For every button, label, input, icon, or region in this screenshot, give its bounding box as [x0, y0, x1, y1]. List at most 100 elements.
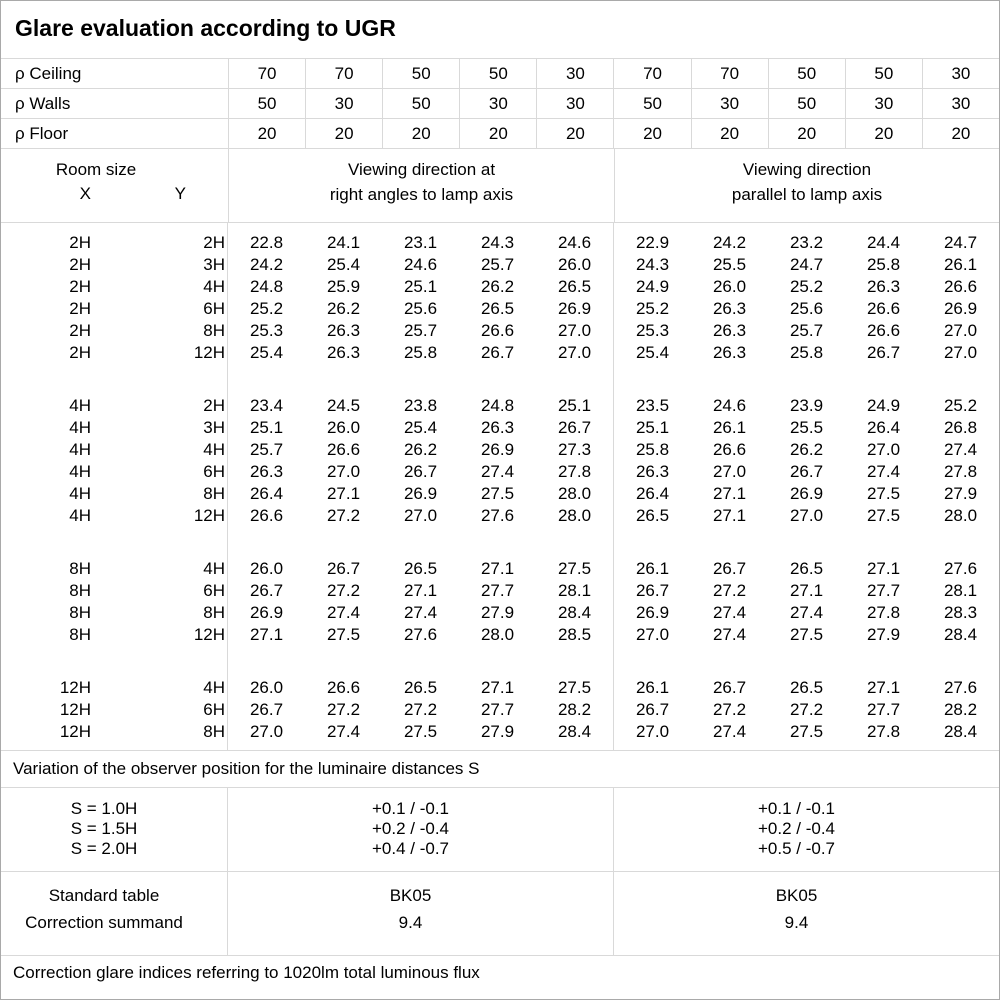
ugr-value-row: 24.3 25.5 24.7 25.8 26.1 — [614, 254, 999, 276]
right-angles-header-line1: Viewing direction at — [347, 160, 496, 179]
spacing-parallel-cell: +0.1 / -0.1 +0.2 / -0.4 +0.5 / -0.7 — [614, 788, 999, 871]
room-y-value: 4H — [203, 678, 225, 697]
ugr-value-row: 25.8 26.6 26.2 27.0 27.4 — [614, 439, 999, 461]
spacing-parallel-value: +0.2 / -0.4 — [757, 819, 836, 838]
ugr-value: 26.9 — [403, 484, 438, 503]
ugr-value: 25.2 — [789, 277, 824, 296]
ugr-value: 27.2 — [326, 506, 361, 525]
room-size-row: 4H 3H — [1, 417, 227, 439]
standard-labels-cell: Standard table Correction summand — [1, 872, 228, 955]
ugr-value: 25.8 — [789, 343, 824, 362]
ugr-value: 24.7 — [943, 233, 978, 252]
reflectance-value: 50 — [459, 59, 536, 88]
room-size-block: 12H 4H 12H 6H 12H 8H — [1, 677, 227, 743]
spacing-label: S = 1.0H — [70, 799, 138, 818]
ugr-value: 27.2 — [326, 581, 361, 600]
ugr-value-row: 26.9 27.4 27.4 27.8 28.3 — [614, 602, 999, 624]
room-x-value: 4H — [69, 462, 91, 481]
reflectance-value: 30 — [459, 89, 536, 118]
room-x-value: 4H — [69, 484, 91, 503]
ugr-value: 27.7 — [480, 700, 515, 719]
room-x-value: 2H — [69, 233, 91, 252]
spacing-label: S = 2.0H — [70, 839, 138, 858]
ugr-value: 26.9 — [249, 603, 284, 622]
ugr-value: 27.5 — [403, 722, 438, 741]
standard-right-angles-value: 9.4 — [398, 913, 423, 932]
ugr-value: 27.0 — [249, 722, 284, 741]
room-x-value: 8H — [69, 581, 91, 600]
room-size-row: 2H 4H — [1, 276, 227, 298]
ugr-value: 23.5 — [635, 396, 670, 415]
spacing-right-angles-value: +0.4 / -0.7 — [371, 839, 450, 858]
ugr-value: 24.4 — [866, 233, 901, 252]
ugr-value-row: 26.0 26.6 26.5 27.1 27.5 — [228, 677, 613, 699]
reflectance-value: 50 — [844, 59, 922, 88]
standard-right-angles-cell: BK05 9.4 — [228, 872, 614, 955]
ugr-value: 26.5 — [480, 299, 515, 318]
ugr-value: 26.3 — [866, 277, 901, 296]
ugr-value: 26.4 — [249, 484, 284, 503]
ugr-value: 26.1 — [635, 678, 670, 697]
ugr-value: 26.7 — [249, 581, 284, 600]
reflectance-value: 20 — [382, 119, 459, 148]
ugr-value-row: 27.0 27.4 27.5 27.9 28.4 — [228, 721, 613, 743]
reflectance-value: 20 — [613, 119, 690, 148]
right-angles-block: 23.4 24.5 23.8 24.8 25.1 25.1 26.0 25.4 26.3 26.7… — [228, 395, 613, 527]
ugr-value-row: 24.9 26.0 25.2 26.3 26.6 — [614, 276, 999, 298]
room-size-block: 4H 2H 4H 3H 4H 4H 4H 6H 4H 8H 4H 12H — [1, 395, 227, 527]
ugr-value: 25.7 — [480, 255, 515, 274]
ugr-value: 25.7 — [789, 321, 824, 340]
ugr-value: 24.8 — [480, 396, 515, 415]
ugr-value: 26.1 — [943, 255, 978, 274]
ugr-value: 26.0 — [712, 277, 747, 296]
ugr-value-row: 26.4 27.1 26.9 27.5 27.9 — [614, 483, 999, 505]
ugr-value: 24.9 — [866, 396, 901, 415]
ugr-value-row: 26.7 27.2 27.1 27.7 28.1 — [228, 580, 613, 602]
ugr-value: 28.0 — [480, 625, 515, 644]
room-x-value: 4H — [69, 440, 91, 459]
room-size-header: Room size X Y — [1, 149, 228, 222]
ugr-value: 26.7 — [635, 581, 670, 600]
parallel-block: 23.5 24.6 23.9 24.9 25.2 25.1 26.1 25.5 26.4 26.8… — [614, 395, 999, 527]
right-angles-header-line2: right angles to lamp axis — [329, 185, 514, 204]
ugr-value: 24.6 — [403, 255, 438, 274]
ugr-value: 27.0 — [635, 722, 670, 741]
ugr-value: 27.0 — [635, 625, 670, 644]
room-y-value: 8H — [203, 484, 225, 503]
ugr-value-row: 25.1 26.0 25.4 26.3 26.7 — [228, 417, 613, 439]
room-x-value: 2H — [69, 299, 91, 318]
spacing-variation-section: S = 1.0H S = 1.5H S = 2.0H +0.1 / -0.1 +0.2… — [1, 788, 999, 872]
ugr-value: 25.5 — [789, 418, 824, 437]
ugr-value: 27.9 — [866, 625, 901, 644]
ugr-value: 27.1 — [866, 559, 901, 578]
ugr-value: 27.1 — [789, 581, 824, 600]
reflectance-value: 20 — [228, 119, 305, 148]
reflectance-value: 20 — [844, 119, 922, 148]
ugr-value-row: 23.4 24.5 23.8 24.8 25.1 — [228, 395, 613, 417]
standard-parallel-cell: BK05 9.4 — [614, 872, 999, 955]
ugr-value: 26.7 — [249, 700, 284, 719]
ugr-value: 28.4 — [557, 722, 592, 741]
ugr-value: 26.5 — [789, 559, 824, 578]
room-size-row: 4H 8H — [1, 483, 227, 505]
ugr-table-body: 2H 2H 2H 3H 2H 4H 2H 6H 2H 8H 2H 12H 4H 2H 4H 3H 4H 4H 4H 6… — [1, 223, 999, 751]
ugr-value: 25.1 — [635, 418, 670, 437]
ugr-value: 25.1 — [249, 418, 284, 437]
right-angles-block: 26.0 26.6 26.5 27.1 27.5 26.7 27.2 27.2 27.7 28.2… — [228, 677, 613, 743]
ugr-value: 27.0 — [789, 506, 824, 525]
ugr-value: 26.7 — [866, 343, 901, 362]
parallel-block: 22.9 24.2 23.2 24.4 24.7 24.3 25.5 24.7 25.8 26.1… — [614, 232, 999, 364]
ugr-value: 27.8 — [557, 462, 592, 481]
ugr-value: 25.1 — [557, 396, 592, 415]
ugr-value-row: 27.1 27.5 27.6 28.0 28.5 — [228, 624, 613, 646]
room-y-value: 2H — [203, 233, 225, 252]
ugr-value: 26.6 — [866, 321, 901, 340]
room-y-value: 4H — [203, 440, 225, 459]
ugr-value: 25.8 — [403, 343, 438, 362]
ugr-value: 25.4 — [403, 418, 438, 437]
room-size-row: 2H 6H — [1, 298, 227, 320]
standard-label: Correction summand — [25, 913, 183, 932]
room-y-value: 12H — [193, 343, 225, 362]
room-x-value: 2H — [69, 343, 91, 362]
ugr-value: 27.1 — [866, 678, 901, 697]
